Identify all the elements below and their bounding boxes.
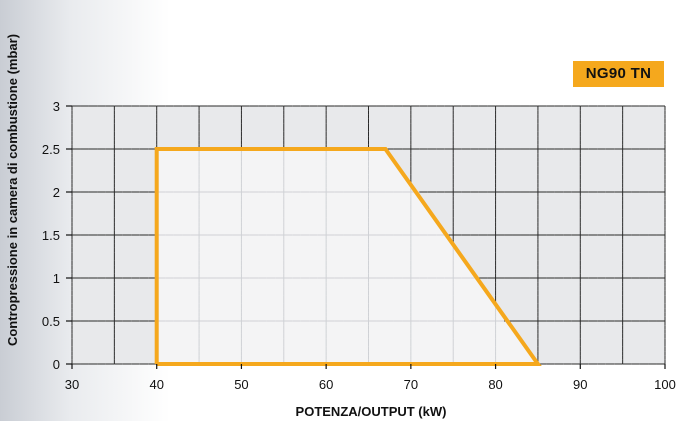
- working-field-area: [156, 149, 538, 364]
- axis-ticks: [66, 105, 666, 369]
- x-tick-label: 100: [654, 377, 676, 392]
- x-tick-label: 60: [319, 377, 333, 392]
- y-tick-label: 0: [53, 357, 60, 372]
- x-tick-label: 50: [234, 377, 248, 392]
- model-badge: NG90 TN: [573, 61, 664, 87]
- x-tick-label: 90: [573, 377, 587, 392]
- y-tick-label: 2.5: [42, 142, 60, 157]
- working-field-fill: [156, 149, 538, 364]
- x-tick-label: 80: [488, 377, 502, 392]
- x-axis-label: POTENZA/OUTPUT (kW): [296, 404, 447, 419]
- y-tick-label: 0.5: [42, 314, 60, 329]
- x-tick-label: 40: [149, 377, 163, 392]
- y-tick-label: 1: [53, 271, 60, 286]
- x-tick-label: 30: [65, 377, 79, 392]
- x-axis-tick-labels: 30 40 50 60 70 80 90 100: [65, 377, 676, 392]
- y-tick-label: 2: [53, 185, 60, 200]
- y-tick-label: 3: [53, 99, 60, 114]
- model-badge-label: NG90 TN: [585, 65, 652, 82]
- x-tick-label: 70: [404, 377, 418, 392]
- y-tick-label: 1.5: [42, 228, 60, 243]
- y-axis-tick-labels: 0 0.5 1 1.5 2 2.5 3: [42, 99, 60, 372]
- y-axis-label: Contropressione in camera di combustione…: [5, 34, 20, 346]
